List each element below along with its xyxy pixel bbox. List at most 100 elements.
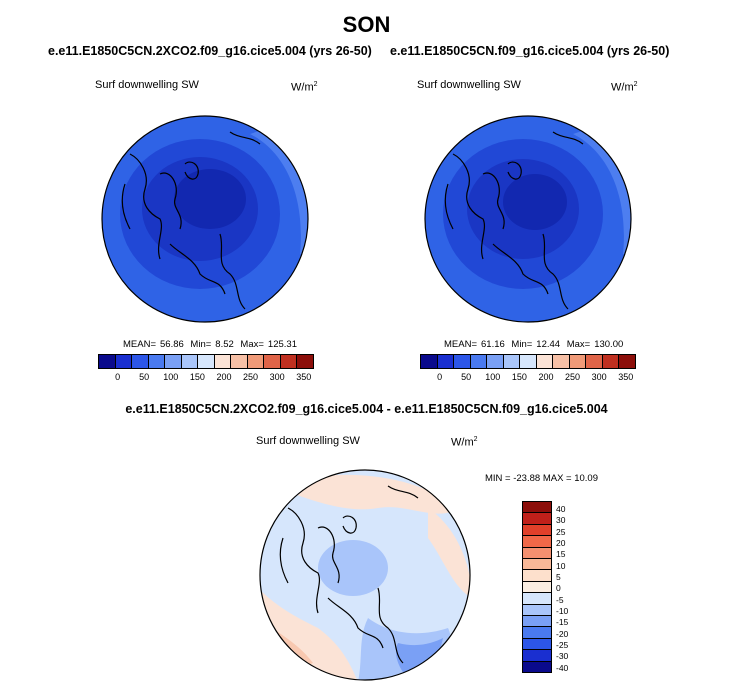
colorbar-swatch <box>523 547 551 560</box>
diff-minmax: MIN = -23.88 MAX = 10.09 <box>485 473 599 484</box>
right-colorbar-swatches <box>420 354 636 369</box>
colorbar-swatch <box>523 559 551 571</box>
diff-colorbar-swatches <box>522 501 552 673</box>
colorbar-swatch <box>523 581 551 594</box>
right-colorbar-ticks: 0 50 100 150 200 250 300 350 <box>420 372 636 384</box>
left-colorbar: 0 50 100 150 200 250 300 350 <box>98 354 314 384</box>
right-coastlines <box>444 131 584 310</box>
colorbar-swatch <box>231 355 248 368</box>
colorbar-swatch <box>523 604 551 617</box>
colorbar-swatch <box>247 355 265 368</box>
diff-run-label: e.e11.E1850C5CN.2XCO2.f09_g16.cice5.004 … <box>125 402 608 416</box>
right-run-label: e.e11.E1850C5CN.f09_g16.cice5.004 (yrs 2… <box>390 44 670 58</box>
colorbar-tick-label: -5 <box>556 594 564 605</box>
colorbar-tick-label: 5 <box>556 571 561 582</box>
colorbar-tick-label: -30 <box>556 651 569 662</box>
colorbar-swatch <box>132 355 149 368</box>
colorbar-swatch <box>148 355 166 368</box>
colorbar-swatch <box>421 355 438 368</box>
colorbar-tick-label: 300 <box>591 372 607 382</box>
colorbar-swatch <box>536 355 554 368</box>
colorbar-swatch <box>523 616 551 628</box>
diff-colorbar-ticks: 40 30 25 20 15 10 5 0 -5 -10 -15 -20 -25 -30 -40 <box>556 501 586 673</box>
colorbar-tick-label: 150 <box>511 372 527 382</box>
colorbar-tick-label: -25 <box>556 639 569 650</box>
colorbar-swatch <box>198 355 215 368</box>
colorbar-swatch <box>454 355 471 368</box>
colorbar-tick-label: 300 <box>269 372 285 382</box>
right-colorbar: 0 50 100 150 200 250 300 350 <box>420 354 636 384</box>
diff-map-field-cool-bottom-strong <box>396 638 443 678</box>
colorbar-swatch <box>99 355 116 368</box>
colorbar-swatch <box>553 355 570 368</box>
colorbar-tick-label: 20 <box>556 537 566 548</box>
diff-coastlines <box>279 485 419 664</box>
colorbar-swatch <box>523 536 551 548</box>
colorbar-tick-label: 50 <box>139 372 150 382</box>
left-coastlines <box>121 131 261 310</box>
diff-units-label: W/m2 <box>451 436 478 449</box>
colorbar-tick-label: -20 <box>556 628 569 639</box>
colorbar-swatch <box>619 355 635 368</box>
colorbar-tick-label: 50 <box>461 372 472 382</box>
colorbar-swatch <box>523 502 551 514</box>
colorbar-swatch <box>523 513 551 525</box>
left-units-label: W/m2 <box>291 81 318 94</box>
colorbar-swatch <box>523 627 551 639</box>
colorbar-tick-label: -40 <box>556 662 569 673</box>
colorbar-swatch <box>280 355 298 368</box>
diff-map-field-cool-center <box>318 540 388 596</box>
season-title: SON <box>342 12 391 37</box>
diff-colorbar <box>522 501 552 673</box>
colorbar-swatch <box>214 355 232 368</box>
colorbar-tick-label: 100 <box>485 372 501 382</box>
colorbar-tick-label: 250 <box>243 372 259 382</box>
colorbar-swatch <box>523 593 551 605</box>
colorbar-tick-label: 10 <box>556 560 566 571</box>
colorbar-tick-label: 15 <box>556 549 566 560</box>
colorbar-tick-label: 200 <box>538 372 554 382</box>
left-map-field-core <box>174 169 246 229</box>
diff-map-field-warm-top <box>278 474 458 514</box>
colorbar-swatch <box>503 355 521 368</box>
colorbar-tick-label: 200 <box>216 372 232 382</box>
colorbar-swatch <box>470 355 488 368</box>
right-map-field-core <box>503 174 567 230</box>
right-units-label: W/m2 <box>611 81 638 94</box>
colorbar-swatch <box>115 355 133 368</box>
colorbar-swatch <box>487 355 504 368</box>
colorbar-tick-label: 30 <box>556 515 566 526</box>
colorbar-tick-label: 350 <box>618 372 634 382</box>
left-polar-map <box>101 115 309 323</box>
diff-polar-map <box>259 469 471 681</box>
colorbar-tick-label: 150 <box>189 372 205 382</box>
colorbar-swatch <box>437 355 455 368</box>
colorbar-swatch <box>297 355 313 368</box>
colorbar-tick-label: 25 <box>556 526 566 537</box>
colorbar-tick-label: 40 <box>556 503 566 514</box>
colorbar-swatch <box>520 355 537 368</box>
colorbar-tick-label: 0 <box>556 583 561 594</box>
colorbar-tick-label: -15 <box>556 617 569 628</box>
colorbar-swatch <box>523 661 551 673</box>
colorbar-swatch <box>523 570 551 582</box>
colorbar-tick-label: 0 <box>115 372 121 382</box>
left-run-label: e.e11.E1850C5CN.2XCO2.f09_g16.cice5.004 … <box>48 44 372 58</box>
colorbar-swatch <box>569 355 587 368</box>
colorbar-swatch <box>181 355 199 368</box>
right-stats: MEAN= 61.16 Min= 12.44 Max= 130.00 <box>444 339 624 350</box>
colorbar-swatch <box>264 355 281 368</box>
left-colorbar-ticks: 0 50 100 150 200 250 300 350 <box>98 372 314 384</box>
diff-variable-label: Surf downwelling SW <box>256 435 360 447</box>
colorbar-tick-label: 100 <box>163 372 179 382</box>
colorbar-swatch <box>602 355 620 368</box>
colorbar-tick-label: 0 <box>437 372 443 382</box>
right-polar-map <box>424 115 632 323</box>
left-stats: MEAN= 56.86 Min= 8.52 Max= 125.31 <box>123 339 297 350</box>
diff-map-field-warm-right <box>428 508 470 598</box>
right-variable-label: Surf downwelling SW <box>417 79 521 91</box>
left-colorbar-swatches <box>98 354 314 369</box>
colorbar-swatch <box>523 524 551 537</box>
colorbar-tick-label: 350 <box>296 372 312 382</box>
colorbar-tick-label: 250 <box>565 372 581 382</box>
